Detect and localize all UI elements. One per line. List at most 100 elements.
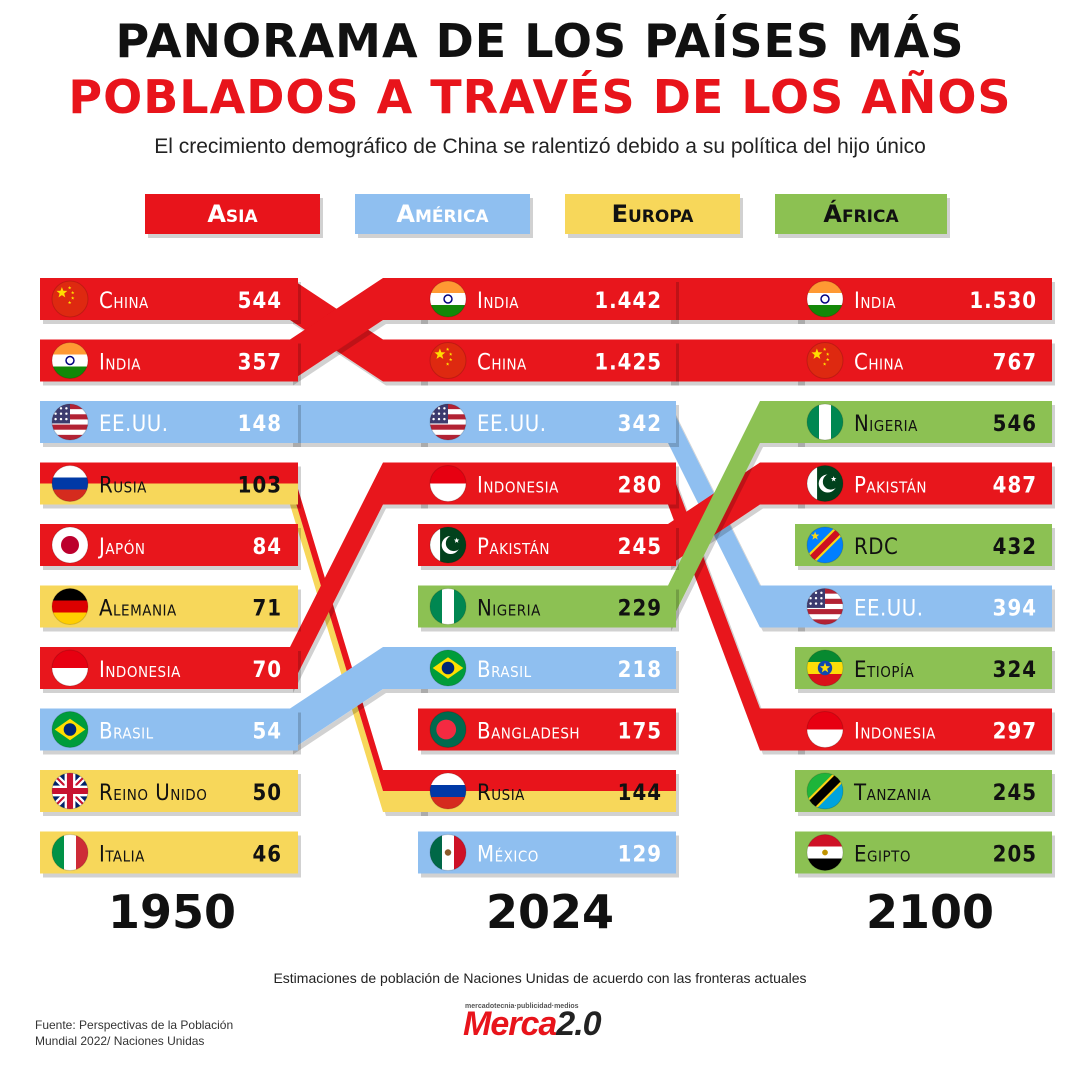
value-label: 324 bbox=[993, 658, 1037, 683]
country-label: Italia bbox=[99, 843, 145, 868]
year-label-2100: 2100 bbox=[865, 885, 995, 939]
row-nigeria-2100: Nigeria 546 bbox=[795, 401, 1052, 443]
row-alemania-1950: Alemania 71 bbox=[40, 585, 298, 628]
mexico-flag-icon bbox=[429, 834, 467, 871]
nigeria-flag-icon bbox=[429, 588, 467, 625]
value-label: 205 bbox=[993, 843, 1037, 868]
row-bangladesh-2024: Bangladesh 175 bbox=[418, 708, 676, 751]
connection-layer bbox=[290, 278, 802, 812]
legend-america: América bbox=[355, 194, 530, 234]
china-flag-icon bbox=[51, 280, 89, 318]
brazil-flag-icon bbox=[51, 711, 89, 748]
value-label: 767 bbox=[993, 351, 1037, 376]
value-label: 245 bbox=[618, 535, 662, 560]
country-label: Brasil bbox=[99, 720, 154, 745]
value-label: 544 bbox=[238, 289, 282, 314]
connection-brasil-1950-2024 bbox=[290, 647, 425, 751]
value-label: 297 bbox=[993, 720, 1037, 745]
country-label: Indonesia bbox=[477, 474, 559, 499]
value-label: 280 bbox=[618, 474, 662, 499]
value-label: 54 bbox=[252, 720, 282, 745]
country-label: Bangladesh bbox=[477, 720, 580, 745]
connection-india-2024-2100 bbox=[668, 278, 802, 320]
legend-africa: África bbox=[775, 194, 947, 234]
country-label: Pakistán bbox=[477, 535, 550, 560]
country-label: RDC bbox=[854, 535, 898, 560]
logo-version: 2.0 bbox=[556, 1005, 601, 1043]
footnote: Estimaciones de población de Naciones Un… bbox=[273, 970, 807, 986]
country-label: Rusia bbox=[477, 781, 525, 806]
russia-flag-icon bbox=[429, 772, 467, 810]
subtitle: El crecimiento demográfico de China se r… bbox=[154, 135, 926, 158]
title-line-1: PANORAMA DE LOS PAÍSES MÁS bbox=[115, 14, 965, 68]
legend-asia: Asia bbox=[145, 194, 320, 234]
country-label: Indonesia bbox=[854, 720, 936, 745]
row-china-2024: China 1.425 bbox=[418, 339, 676, 382]
indonesia-flag-icon bbox=[51, 649, 89, 687]
country-label: India bbox=[854, 289, 896, 314]
connection-ee-uu--2024-2100 bbox=[668, 401, 802, 628]
value-label: 357 bbox=[238, 351, 282, 376]
row-indonesia-2100: Indonesia 297 bbox=[795, 708, 1052, 751]
germany-flag-icon bbox=[51, 588, 89, 625]
row-nigeria-2024: Nigeria 229 bbox=[418, 585, 676, 628]
nigeria-flag-icon bbox=[806, 403, 844, 441]
brazil-flag-icon bbox=[429, 649, 467, 687]
row-brasil-2024: Brasil 218 bbox=[418, 647, 676, 689]
row-ee-uu-2024: EE.UU. 342 bbox=[418, 401, 676, 443]
row-rusia-2024: Rusia 144 bbox=[418, 770, 676, 812]
value-label: 129 bbox=[618, 843, 662, 868]
merca-logo: mercadotecnia·publicidad·medios Merca2.0 bbox=[463, 1003, 602, 1044]
row-brasil-1950: Brasil 54 bbox=[40, 708, 298, 751]
row-china-1950: China 544 bbox=[40, 278, 298, 320]
egypt-flag-icon bbox=[806, 834, 844, 871]
title-line-2: POBLADOS A TRAVÉS DE LOS AÑOS bbox=[68, 70, 1012, 124]
bangladesh-flag-icon bbox=[429, 711, 467, 748]
india-flag-icon bbox=[429, 280, 467, 318]
value-label: 1.425 bbox=[594, 351, 662, 376]
value-label: 148 bbox=[238, 412, 282, 437]
logo-main: Merca bbox=[463, 1005, 557, 1043]
italy-flag-icon bbox=[51, 834, 89, 871]
row-ee-uu-1950: EE.UU. 148 bbox=[40, 401, 298, 443]
logo-tagline: mercadotecnia·publicidad·medios bbox=[465, 1003, 579, 1010]
country-label: México bbox=[477, 843, 539, 868]
value-label: 229 bbox=[618, 597, 662, 622]
country-label: India bbox=[99, 351, 141, 376]
country-label: Pakistán bbox=[854, 474, 927, 499]
source-line-1: Fuente: Perspectivas de la Población bbox=[35, 1018, 234, 1032]
country-label: Tanzania bbox=[853, 781, 931, 806]
value-label: 46 bbox=[252, 843, 282, 868]
value-label: 1.530 bbox=[969, 289, 1037, 314]
drc-flag-icon bbox=[806, 526, 844, 564]
connection-nigeria-2024-2100 bbox=[668, 401, 802, 628]
pakistan-flag-icon bbox=[429, 526, 467, 564]
source-text: Fuente: Perspectivas de la Población Mun… bbox=[35, 1017, 265, 1049]
usa-flag-icon bbox=[806, 588, 844, 625]
country-label: Nigeria bbox=[477, 597, 541, 622]
indonesia-flag-icon bbox=[806, 711, 844, 748]
pakistan-flag-icon bbox=[806, 465, 844, 502]
country-label: Rusia bbox=[99, 474, 147, 499]
connection-indonesia-2024-2100 bbox=[668, 462, 802, 751]
row-italia-1950: Italia 46 bbox=[40, 831, 298, 874]
value-label: 1.442 bbox=[594, 289, 662, 314]
row-indonesia-1950: Indonesia 70 bbox=[40, 647, 298, 689]
china-flag-icon bbox=[429, 342, 467, 379]
row-india-2024: India 1.442 bbox=[418, 278, 676, 320]
value-label: 218 bbox=[618, 658, 662, 683]
value-label: 103 bbox=[238, 474, 282, 499]
bump-chart: China 544 India 357 EE.UU. 148 Rusia 103 Japón 84… bbox=[40, 278, 1052, 874]
row-ee-uu-2100: EE.UU. 394 bbox=[795, 585, 1052, 628]
value-label: 144 bbox=[618, 781, 662, 806]
country-label: Alemania bbox=[99, 597, 177, 622]
row-etiopia-2100: Etiopía 324 bbox=[795, 647, 1052, 689]
usa-flag-icon bbox=[429, 403, 467, 441]
usa-flag-icon bbox=[51, 403, 89, 441]
tanzania-flag-icon bbox=[806, 772, 844, 810]
china-flag-icon bbox=[806, 342, 844, 379]
legend-label: América bbox=[396, 200, 489, 228]
row-india-1950: India 357 bbox=[40, 339, 298, 382]
country-label: Egipto bbox=[854, 843, 911, 868]
russia-flag-icon bbox=[51, 465, 89, 502]
